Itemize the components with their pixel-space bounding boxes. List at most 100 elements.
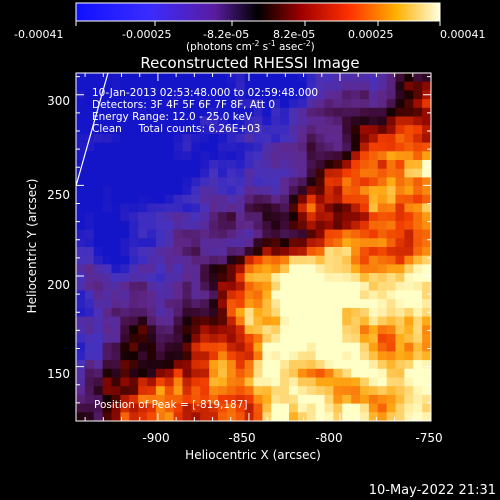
- heatmap-cell: [111, 220, 121, 231]
- heatmap-cell: [262, 394, 272, 405]
- heatmap-cell: [395, 377, 405, 387]
- heatmap-cell: [138, 220, 148, 231]
- heatmap-cell: [351, 212, 361, 222]
- heatmap-cell: [306, 360, 317, 370]
- heatmap-cell: [253, 307, 263, 318]
- heatmap-cell: [226, 177, 237, 187]
- heatmap-cell: [147, 238, 157, 248]
- heatmap-cell: [182, 299, 192, 309]
- heatmap-cell: [368, 220, 379, 231]
- heatmap-cell: [333, 203, 343, 213]
- heatmap-cell: [226, 368, 237, 379]
- heatmap-cell: [155, 316, 166, 326]
- heatmap-cell: [297, 73, 308, 83]
- y-tick-label-2: 250: [47, 188, 70, 202]
- heatmap-cell: [280, 220, 290, 231]
- heatmap-cell: [262, 151, 272, 161]
- heatmap-cell: [93, 412, 104, 421]
- heatmap-cell: [280, 368, 290, 379]
- heatmap-cell: [226, 212, 237, 222]
- heatmap-cell: [164, 273, 175, 283]
- heatmap-cell: [129, 299, 139, 309]
- heatmap-cell: [280, 316, 290, 326]
- heatmap-cell: [102, 203, 113, 213]
- heatmap-cell: [360, 73, 370, 83]
- heatmap-cell: [138, 238, 148, 248]
- heatmap-cell: [351, 90, 361, 100]
- heatmap-cell: [209, 247, 219, 257]
- heatmap-cell: [377, 412, 388, 421]
- heatmap-cell: [333, 360, 343, 370]
- heatmap-cell: [173, 281, 184, 292]
- heatmap-cell: [413, 412, 423, 421]
- heatmap-cell: [306, 160, 317, 170]
- heatmap-cell: [271, 186, 281, 196]
- heatmap-cell: [306, 142, 317, 152]
- heatmap-cell: [377, 220, 388, 231]
- heatmap-cell: [386, 212, 397, 222]
- heatmap-cell: [324, 412, 334, 421]
- heatmap-cell: [342, 133, 352, 144]
- heatmap-cell: [342, 238, 352, 248]
- heatmap-cell: [324, 90, 334, 100]
- heatmap-cell: [368, 186, 379, 196]
- heatmap-cell: [262, 186, 272, 196]
- heatmap-cell: [76, 403, 86, 413]
- heatmap-cell: [386, 99, 397, 109]
- heatmap-cell: [253, 290, 263, 300]
- heatmap-cell: [182, 73, 192, 83]
- heatmap-cell: [324, 168, 334, 178]
- heatmap-cell: [422, 220, 431, 231]
- heatmap-cell: [93, 334, 104, 344]
- heatmap-cell: [351, 386, 361, 396]
- heatmap-cell: [138, 107, 148, 118]
- x-tick-label-1: -850: [228, 431, 255, 445]
- heatmap-cell: [120, 168, 130, 178]
- heatmap-cell: [155, 81, 166, 91]
- heatmap-cell: [209, 368, 219, 379]
- heatmap-cell: [360, 299, 370, 309]
- heatmap-cell: [182, 316, 192, 326]
- heatmap-cell: [386, 342, 397, 352]
- heatmap-cell: [342, 273, 352, 283]
- heatmap-cell: [386, 142, 397, 152]
- heatmap-cell: [351, 81, 361, 91]
- heatmap-cell: [262, 99, 272, 109]
- heatmap-cell: [129, 168, 139, 178]
- heatmap-cell: [422, 290, 431, 300]
- heatmap-cell: [368, 255, 379, 265]
- heatmap-cell: [342, 412, 352, 421]
- heatmap-cell: [191, 203, 201, 213]
- heatmap-cell: [76, 247, 86, 257]
- heatmap-cell: [226, 281, 237, 292]
- heatmap-cell: [368, 377, 379, 387]
- heatmap-cell: [289, 403, 299, 413]
- heatmap-cell: [280, 186, 290, 196]
- heatmap-cell: [218, 203, 228, 213]
- heatmap-cell: [289, 299, 299, 309]
- heatmap-cell: [386, 186, 397, 196]
- heatmap-cell: [395, 212, 405, 222]
- heatmap-cell: [226, 334, 237, 344]
- heatmap-cell: [422, 203, 431, 213]
- heatmap-cell: [226, 351, 237, 361]
- heatmap-cell: [102, 177, 113, 187]
- heatmap-cell: [191, 403, 201, 413]
- heatmap-cell: [262, 203, 272, 213]
- heatmap-cell: [173, 342, 184, 352]
- heatmap-cell: [351, 133, 361, 144]
- heatmap-cell: [173, 368, 184, 379]
- heatmap-cell: [111, 238, 121, 248]
- heatmap-cell: [306, 281, 317, 292]
- heatmap-cell: [200, 316, 210, 326]
- heatmap-cell: [129, 273, 139, 283]
- heatmap-cell: [271, 107, 281, 118]
- heatmap-cell: [360, 90, 370, 100]
- heatmap-cell: [262, 177, 272, 187]
- heatmap-cell: [324, 177, 334, 187]
- heatmap-cell: [297, 229, 308, 239]
- heatmap-cell: [262, 316, 272, 326]
- heatmap-cell: [209, 299, 219, 309]
- heatmap-cell: [111, 177, 121, 187]
- heatmap-cell: [377, 142, 388, 152]
